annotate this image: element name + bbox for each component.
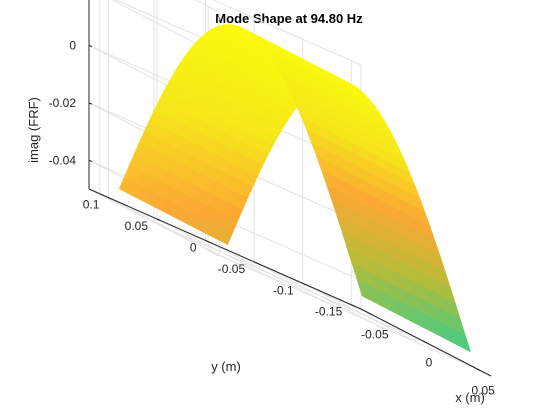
box-edge-6	[212, 0, 362, 66]
x-axis-label: x (m)	[455, 390, 485, 405]
y-axis-label: y (m)	[211, 359, 241, 374]
x-tick-mark-1	[422, 340, 427, 343]
grid-line-y-floor-4	[302, 282, 433, 351]
x-tick-mark-0	[368, 312, 373, 316]
grid-line-x-floor-2	[207, 249, 481, 371]
y-tick-mark-2	[205, 239, 209, 243]
y-tick-label: 0.05	[125, 219, 149, 233]
tick-labels: -0.0500.050.10.050-0.05-0.1-0.150.020-0.…	[49, 38, 496, 397]
y-axis-line	[88, 188, 362, 310]
z-tick-mark-1	[88, 45, 93, 48]
x-tick-mark-2	[476, 368, 481, 371]
surface-patch	[458, 331, 472, 353]
z-tick-mark-3	[88, 159, 93, 163]
y-tick-mark-1	[156, 218, 161, 221]
z-tick-label: -0.02	[49, 96, 77, 110]
y-tick-label: 0.1	[83, 198, 100, 212]
axes	[88, 0, 492, 377]
box-edge-5	[194, 0, 220, 13]
y-tick-mark-0	[108, 197, 112, 200]
y-tick-label: -0.1	[273, 283, 294, 297]
grid-line-x-floor-1	[153, 222, 427, 343]
x-tick-label: 0	[426, 356, 433, 370]
box-edge-0	[88, 188, 220, 257]
surface-mesh	[118, 24, 472, 353]
z-tick-label: 0	[69, 38, 76, 52]
grid-line-y-floor-3	[253, 261, 385, 330]
grid-line-y-floor-2	[205, 239, 336, 308]
y-tick-label: -0.15	[315, 305, 343, 319]
grid-line-y-floor-0	[108, 197, 239, 266]
x-tick-label: 0.05	[471, 383, 495, 397]
grid-line-y-floor-5	[351, 304, 482, 373]
chart-title: Mode Shape at 94.80 Hz	[215, 11, 363, 26]
y-tick-label: 0	[190, 240, 197, 254]
y-tick-mark-4	[302, 282, 306, 286]
y-tick-label: -0.05	[218, 262, 246, 276]
z-tick-mark-2	[88, 102, 93, 105]
y-tick-mark-3	[253, 261, 258, 264]
grid-line-x-floor-0	[99, 194, 373, 316]
z-axis-label: imag (FRF)	[26, 97, 41, 163]
z-tick-label: -0.04	[49, 153, 77, 167]
grid-line-y-floor-1	[156, 218, 288, 287]
x-tick-label: -0.05	[361, 328, 389, 342]
y-tick-mark-5	[351, 304, 355, 307]
